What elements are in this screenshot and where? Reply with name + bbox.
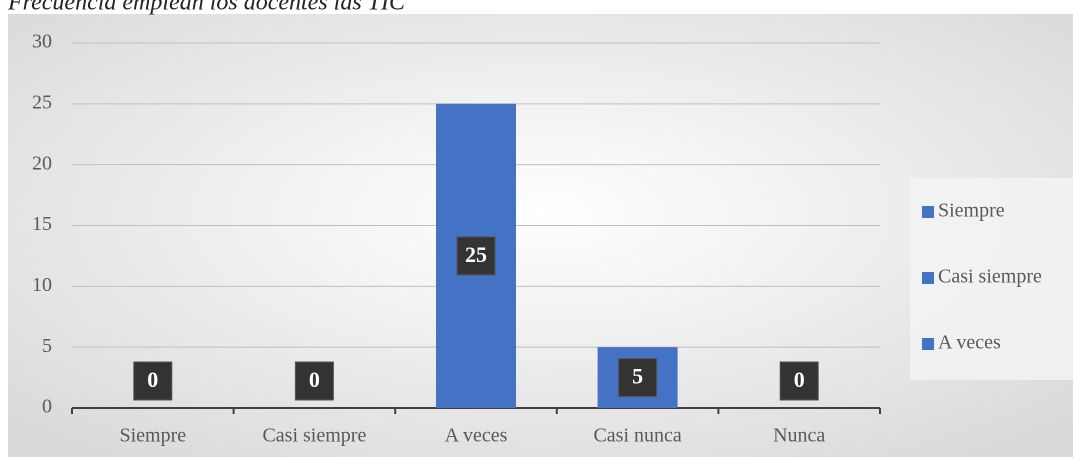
legend-label: Casi siempre (938, 266, 1042, 288)
chart-background (8, 14, 1073, 457)
data-label: 25 (465, 242, 487, 267)
data-label-box (618, 358, 658, 398)
x-tick-label: Casi siempre (262, 425, 366, 447)
y-tick-label: 30 (32, 31, 52, 53)
x-tick-label: A veces (445, 425, 508, 447)
legend-box (910, 178, 1073, 380)
legend-label: Siempre (938, 200, 1005, 222)
data-label: 0 (147, 367, 158, 392)
y-tick-label: 0 (42, 396, 52, 418)
data-label: 5 (632, 364, 643, 389)
chart-title: Frecuencia emplean los docentes las TIC (7, 0, 406, 16)
x-tick-label: Casi nunca (593, 425, 681, 447)
x-tick-label: Siempre (119, 425, 186, 447)
y-tick-label: 5 (42, 335, 52, 357)
y-tick-label: 10 (32, 274, 52, 296)
y-tick-label: 25 (32, 91, 52, 113)
data-label-box (294, 361, 334, 401)
y-tick-label: 15 (32, 213, 52, 235)
data-label: 0 (794, 367, 805, 392)
data-label: 0 (309, 367, 320, 392)
legend-swatch (922, 206, 934, 218)
legend-swatch (922, 338, 934, 350)
x-tick-label: Nunca (773, 425, 825, 447)
y-tick-label: 20 (32, 152, 52, 174)
data-label-box (456, 236, 496, 276)
data-label-box (133, 361, 173, 401)
data-label-box (779, 361, 819, 401)
legend-swatch (922, 272, 934, 284)
legend-label: A veces (938, 332, 1001, 354)
